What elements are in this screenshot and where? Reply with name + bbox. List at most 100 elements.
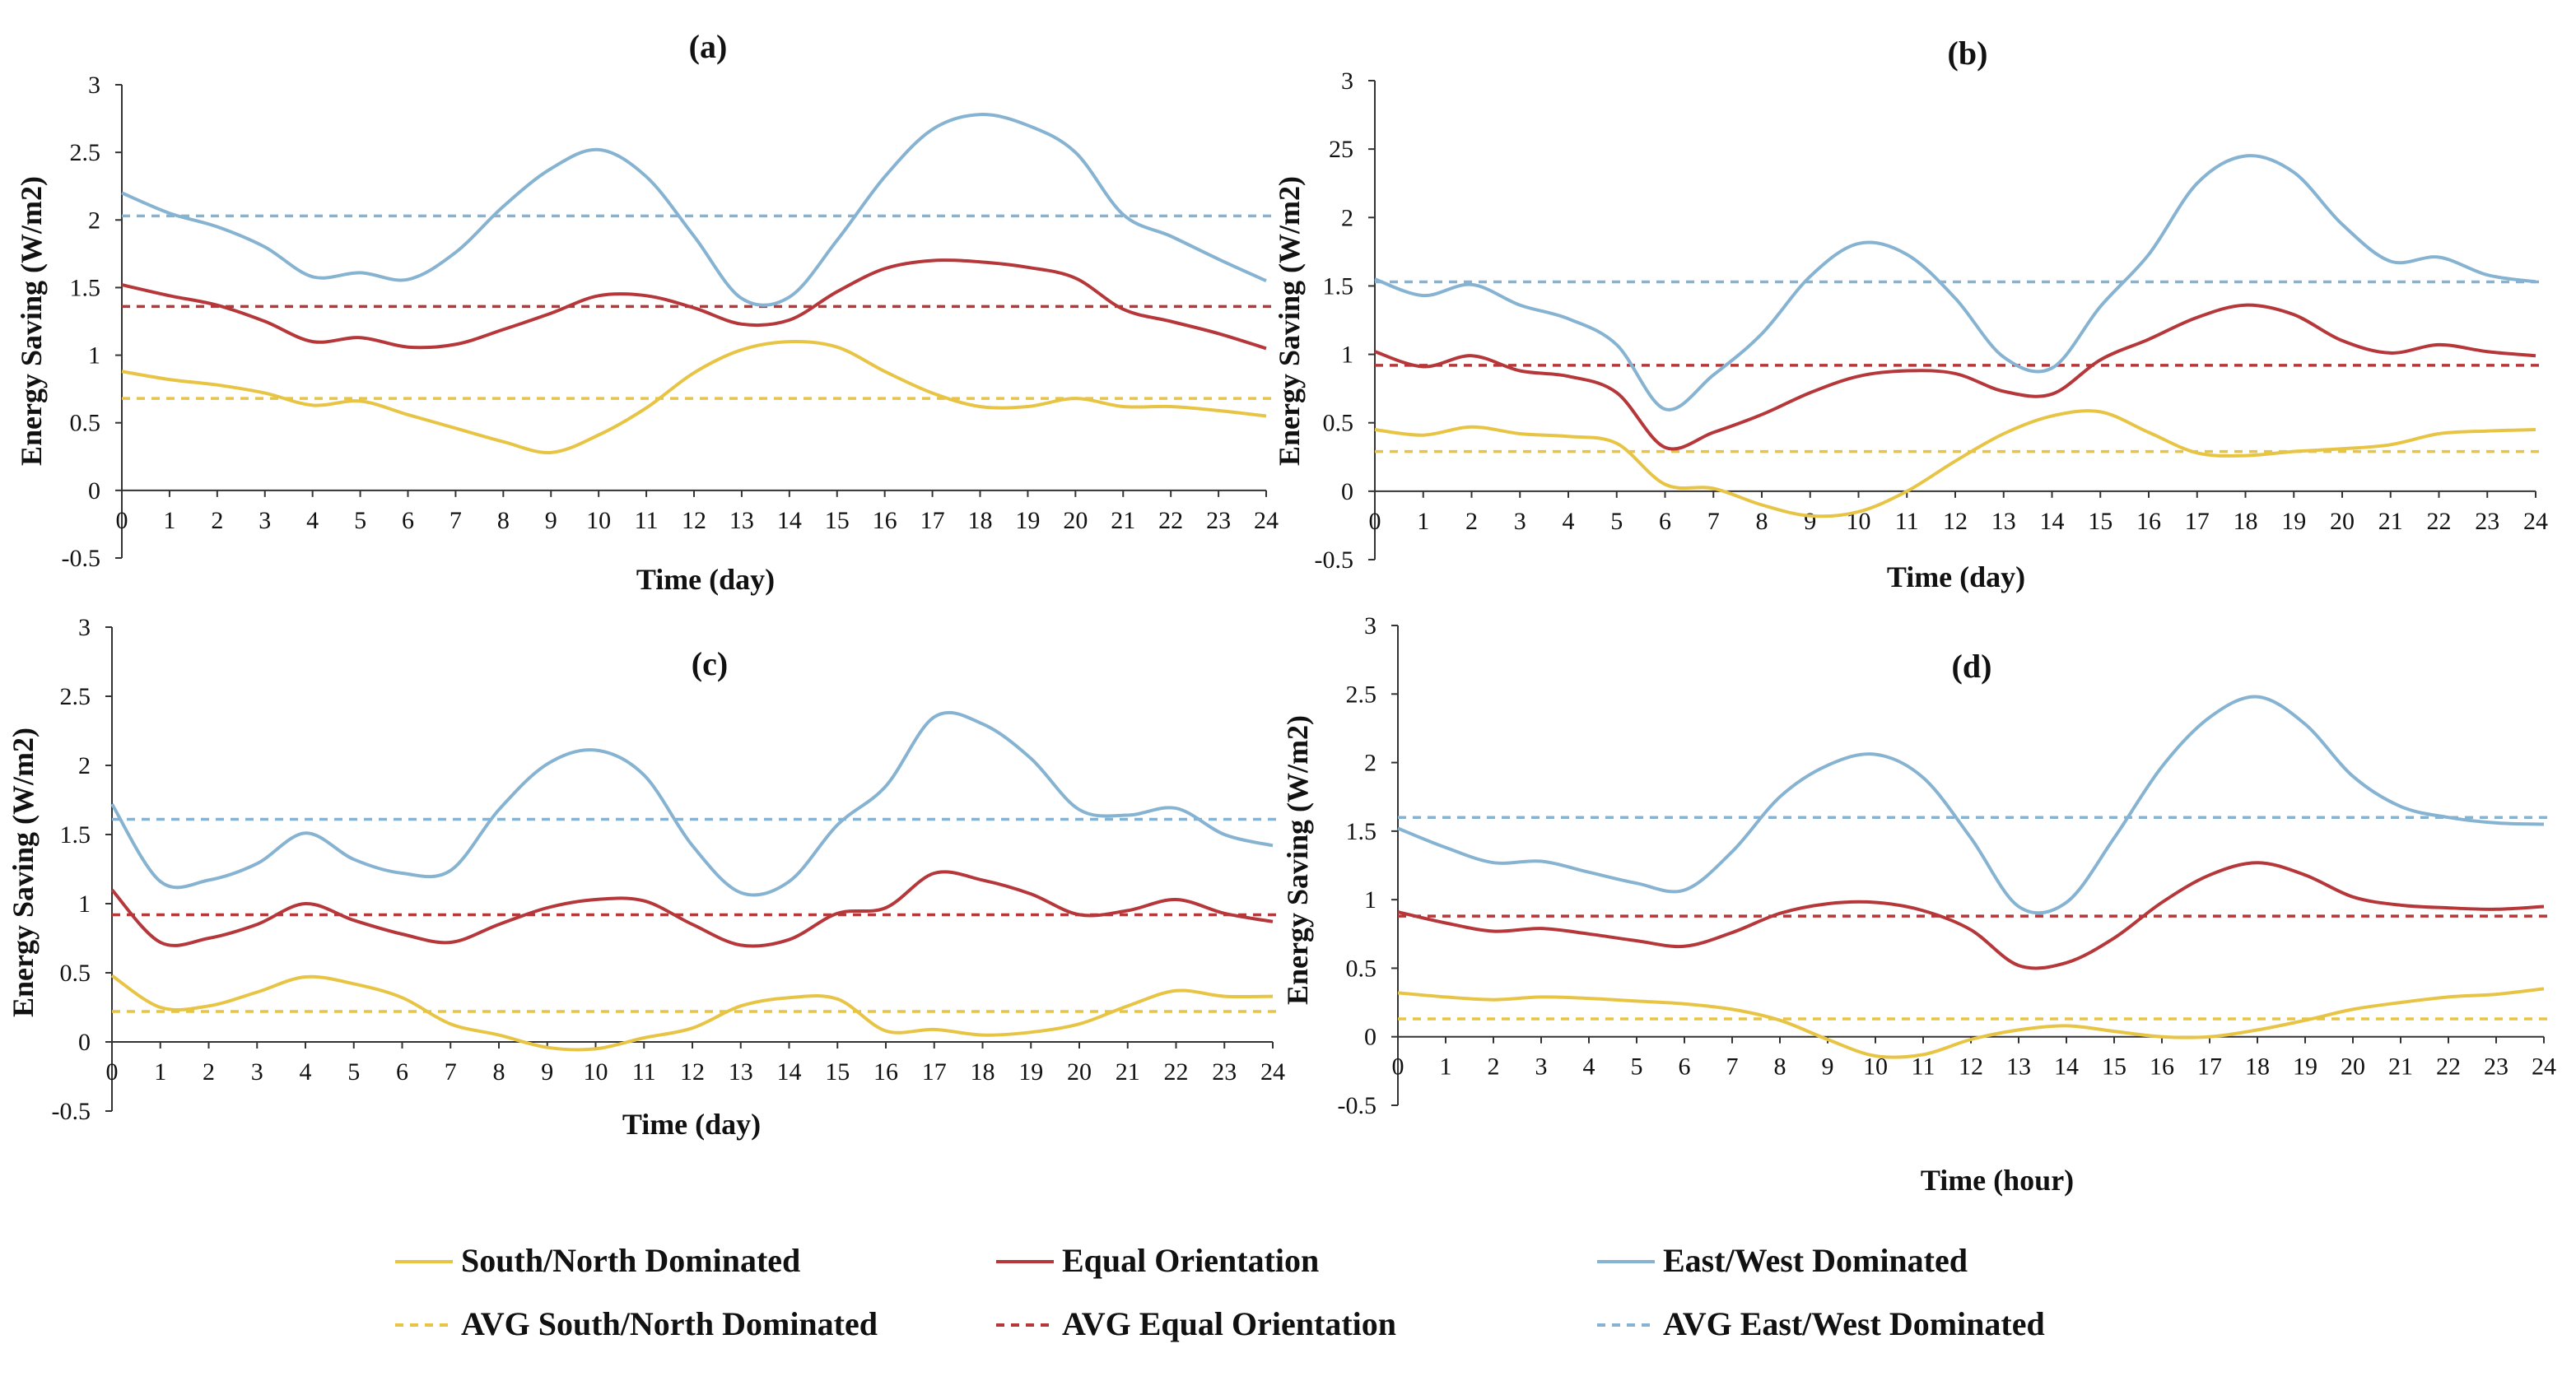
x-tick-label: 9 [541,1058,553,1086]
x-tick-label: 23 [2484,1053,2508,1081]
x-tick-label: 9 [1822,1053,1834,1081]
series-line-eq [1374,303,2536,451]
x-tick-label: 10 [584,1058,608,1086]
x-tick-label: 23 [1206,507,1231,534]
legend-label: AVG East/West Dominated [1663,1305,2045,1342]
x-tick-label: 11 [1895,508,1919,535]
series-line-sn [121,339,1267,454]
y-tick-label: 2 [78,752,91,779]
x-tick-label: 13 [2006,1053,2031,1081]
x-tick-label: 23 [1212,1058,1237,1086]
x-tick-label: 5 [1631,1053,1643,1081]
x-tick-label: 20 [2341,1053,2365,1081]
y-tick-label: 2.5 [60,683,91,710]
legend-label: AVG Equal Orientation [1062,1305,1396,1342]
x-tick-label: 15 [825,1058,850,1086]
y-tick-label: 1.5 [1323,272,1354,300]
x-tick-label: 14 [2054,1053,2079,1081]
y-tick-label: 3 [88,72,100,99]
chart-panel-a: -0.500.511.522.530 1 2 3 4 5 6 7 8 9 10 11 12 13 14 15 1… [15,28,1279,596]
chart-panel-d: -0.500.511.522.530 1 2 3 4 5 6 7 8 9 10 11 12 13 14 15 1… [1281,612,2556,1197]
x-tick-label: 21 [1111,507,1135,534]
y-axis-label: Energy Saving (W/m2) [1281,715,1314,1005]
x-tick-label: 15 [2102,1053,2126,1081]
legend-label: AVG South/North Dominated [461,1305,878,1342]
x-tick-label: 9 [545,507,557,534]
x-tick-label: 18 [968,507,993,534]
x-axis-label: Time (day) [622,1108,761,1141]
x-tick-label: 15 [2088,508,2113,535]
y-tick-label: 1 [88,342,100,370]
x-tick-label: 16 [873,507,897,534]
x-tick-label: 12 [1943,508,1968,535]
y-tick-label: 1.5 [60,821,91,849]
y-tick-label: 25 [1329,136,1353,163]
x-tick-label: 23 [2475,508,2499,535]
x-tick-label: 1 [1417,508,1429,535]
x-axis-label: Time (hour) [1921,1164,2074,1197]
x-tick-label: 4 [1583,1053,1595,1081]
x-tick-label: 1 [1440,1053,1452,1081]
y-tick-label: 2 [1364,750,1377,777]
x-tick-label: 0 [1392,1053,1404,1081]
x-tick-label: 16 [2136,508,2161,535]
x-tick-label: 14 [777,1058,802,1086]
x-tick-label: 21 [1116,1058,1140,1086]
x-tick-label: 1 [154,1058,166,1086]
chart-title: (a) [689,28,728,65]
y-tick-label: 1.5 [1346,818,1377,845]
x-tick-label: 7 [445,1058,457,1086]
y-tick-label: -0.5 [1315,546,1354,574]
x-tick-label: 22 [1158,507,1183,534]
x-axis-label: Time (day) [1887,560,2025,593]
legend: South/North Dominated Equal Orientation Ea… [395,1242,2045,1342]
x-tick-label: 0 [116,507,128,534]
x-tick-label: 13 [729,507,754,534]
x-tick-label: 2 [1465,508,1478,535]
series-line-eq [121,258,1267,351]
x-tick-label: 21 [2378,508,2403,535]
x-tick-label: 5 [354,507,366,534]
y-tick-label: 1.5 [70,274,101,301]
legend-label: South/North Dominated [461,1242,800,1279]
x-tick-label: 2 [203,1058,215,1086]
y-tick-label: 0 [88,477,100,505]
x-tick-label: 22 [1164,1058,1189,1086]
x-tick-label: 7 [450,507,462,534]
x-tick-label: 3 [259,507,271,534]
y-tick-label: 3 [1364,612,1377,639]
x-tick-label: 19 [1015,507,1040,534]
x-tick-label: 14 [2040,508,2065,535]
x-tick-label: 24 [2523,508,2548,535]
x-tick-label: 20 [2330,508,2355,535]
x-tick-label: 15 [825,507,850,534]
legend-label: East/West Dominated [1663,1242,1968,1279]
x-tick-label: 24 [2532,1053,2556,1081]
series-line-ew [1397,695,2545,915]
x-tick-label: 18 [2234,508,2258,535]
x-tick-label: 21 [2388,1053,2413,1081]
chart-title: (c) [692,645,728,682]
x-tick-label: 6 [402,507,414,534]
series-line-ew [121,113,1267,307]
x-tick-label: 5 [1610,508,1623,535]
x-tick-label: 12 [682,507,706,534]
x-tick-label: 16 [2150,1053,2174,1081]
y-tick-label: 0.5 [70,410,101,437]
x-tick-label: 6 [1679,1053,1691,1081]
chart-title: (b) [1948,35,1988,72]
x-tick-label: 6 [1659,508,1671,535]
y-tick-label: 0 [1364,1024,1377,1051]
x-tick-label: 18 [2245,1053,2270,1081]
y-tick-label: -0.5 [62,545,101,572]
y-tick-label: -0.5 [52,1098,91,1125]
x-tick-label: 4 [306,507,319,534]
x-tick-label: 13 [729,1058,753,1086]
series-line-sn [1397,987,2545,1059]
x-tick-label: 17 [922,1058,947,1086]
y-tick-label: 3 [1341,67,1353,95]
x-tick-label: 24 [1260,1058,1285,1086]
x-tick-label: 8 [497,507,510,534]
